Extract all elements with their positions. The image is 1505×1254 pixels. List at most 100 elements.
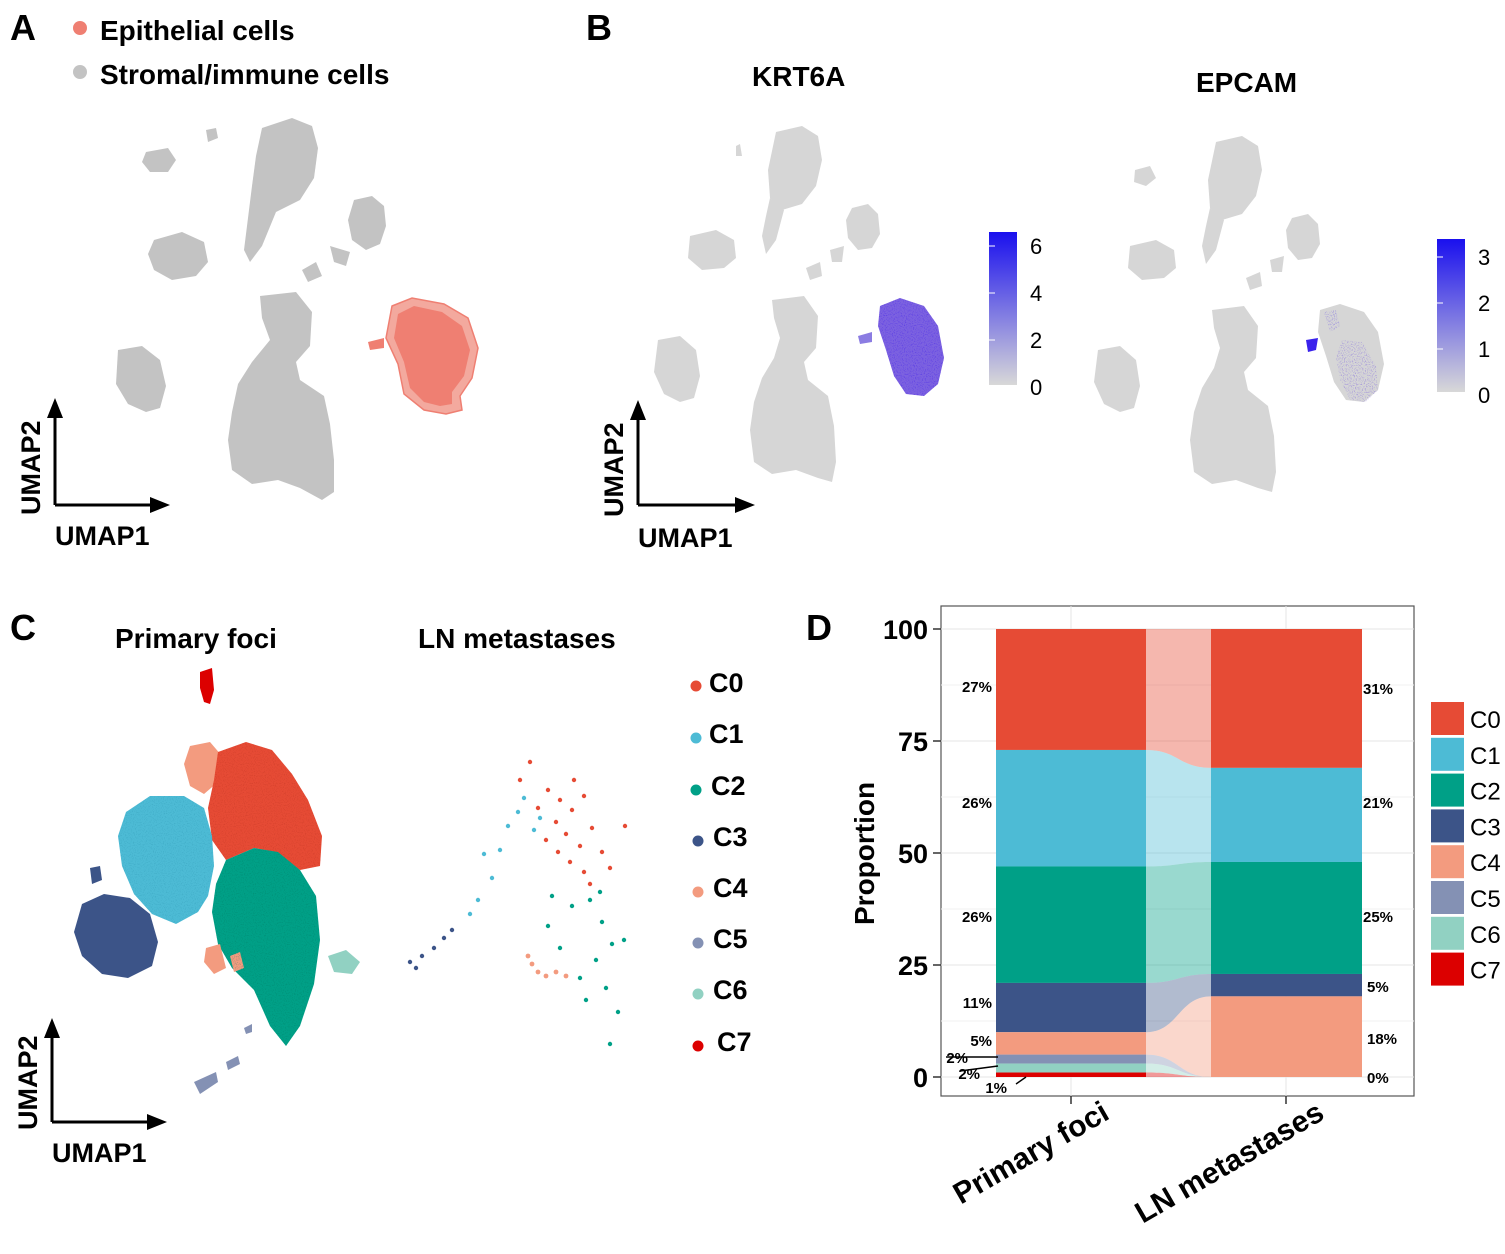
panel-b: B KRT6A EPCAM 6 4 2 (586, 7, 1490, 553)
panel-d: D 27% 31%26% 21%26% 25%11%5%5% 18%2%2%1%0% 0… (806, 605, 1501, 1230)
legend-c-label-c6: C6 (713, 975, 748, 1005)
legend-c-label-c3: C3 (713, 822, 748, 852)
bar-c4-primary (996, 1032, 1146, 1055)
subplot-title-krt6a: KRT6A (752, 61, 845, 92)
bar-c0-primary (996, 629, 1146, 750)
legend-d-label-c4: C4 (1470, 850, 1501, 877)
colorbar-krt6a-tick-4: 4 (1030, 281, 1042, 306)
legend-d-label-c6: C6 (1470, 922, 1501, 949)
ytick-label-50: 50 (898, 839, 928, 869)
legend-d-key-c1 (1431, 737, 1464, 771)
pct-label-primary-c7: 1% (985, 1080, 1007, 1097)
pct-label-ln-c4: 18% (1367, 1031, 1397, 1048)
plot-d-legend: C0 C1 C2 C3 C4 C5 C6 C7 (1431, 702, 1501, 986)
bar-c0-ln (1211, 629, 1362, 768)
bar-c3-primary (996, 982, 1146, 1033)
legend-d-label-c3: C3 (1470, 814, 1501, 841)
legend-c-label-c1: C1 (709, 719, 744, 749)
legend-d-key-c7 (1431, 952, 1464, 986)
legend-c-dot-c7 (692, 1040, 704, 1052)
legend-d-label-c0: C0 (1470, 707, 1501, 734)
ytick-label-75: 75 (898, 727, 928, 757)
panel-label-b: B (586, 7, 612, 48)
pct-label-ln-c2: 25% (1363, 909, 1393, 926)
plot-d-xaxis: Primary foci LN metastases (948, 1095, 1330, 1229)
xtick-label-ln: LN metastases (1130, 1095, 1330, 1229)
axis-a: UMAP1 UMAP2 (16, 398, 170, 551)
axis-c-xlabel: UMAP1 (52, 1138, 147, 1168)
pct-leader-line (959, 1065, 999, 1072)
pct-label-ln-c0: 31% (1363, 681, 1393, 698)
legend-dot-stromal (73, 65, 87, 79)
colorbar-krt6a-tick-0: 0 (1030, 375, 1042, 400)
axis-c: UMAP1 UMAP2 (13, 1018, 167, 1168)
bar-c5-primary (996, 1054, 1146, 1064)
alluvium-c0 (1146, 629, 1211, 768)
umap-a-stromal-clusters (116, 118, 386, 500)
umap-krt6a-expression (858, 298, 944, 396)
axis-b: UMAP1 UMAP2 (599, 400, 755, 553)
ytick-label-100: 100 (883, 615, 928, 645)
subplot-title-epcam: EPCAM (1196, 67, 1297, 98)
subplot-title-ln: LN metastases (418, 623, 616, 654)
alluvium-c1 (1146, 749, 1211, 867)
panel-label-d: D (806, 607, 832, 648)
legend-c: C0 C1 C2 C3 C4 C5 C6 C7 (690, 668, 752, 1057)
colorbar-krt6a-tick-6: 6 (1030, 234, 1042, 259)
bar-c2-primary (996, 866, 1146, 983)
legend-c-label-c4: C4 (713, 873, 748, 903)
bar-c6-primary (996, 1063, 1146, 1073)
pct-label-primary-c2: 26% (962, 909, 992, 926)
bar-c4-ln (1211, 996, 1362, 1077)
pct-label-ln-c3: 5% (1367, 979, 1389, 996)
axis-a-xlabel: UMAP1 (55, 521, 150, 551)
alluvium-c4 (1146, 996, 1211, 1077)
legend-c-dot-c1 (690, 732, 702, 744)
legend-c-label-c7: C7 (717, 1027, 752, 1057)
ytick-label-25: 25 (898, 951, 928, 981)
umap-epcam-grey (1094, 136, 1384, 492)
legend-d-label-c5: C5 (1470, 886, 1501, 913)
panel-label-a: A (10, 7, 36, 48)
legend-d-key-c3 (1431, 809, 1464, 843)
legend-d-key-c4 (1431, 845, 1464, 879)
colorbar-krt6a: 6 4 2 0 (989, 232, 1042, 400)
pct-label-primary-c1: 26% (962, 795, 992, 812)
legend-c-dot-c2 (690, 784, 702, 796)
legend-c-label-c5: C5 (713, 924, 748, 954)
plot-d-bars (996, 629, 1362, 1077)
colorbar-epcam-tick-3: 3 (1478, 245, 1490, 270)
ytick-label-0: 0 (913, 1063, 928, 1093)
colorbar-epcam-tick-1: 1 (1478, 337, 1490, 362)
umap-ln-points (407, 759, 628, 1047)
legend-c-dot-c3 (692, 835, 704, 847)
bar-c7-primary (996, 1072, 1146, 1077)
legend-c-dot-c6 (692, 988, 704, 1000)
pct-label-ln-c7: 0% (1367, 1070, 1389, 1087)
legend-dot-epithelial (73, 21, 87, 35)
axis-c-ylabel: UMAP2 (13, 1035, 43, 1130)
alluvium-c3 (1146, 973, 1211, 1033)
umap-krt6a-grey (654, 126, 880, 482)
alluvium-c7 (1146, 1072, 1211, 1077)
axis-b-xlabel: UMAP1 (638, 523, 733, 553)
panel-label-c: C (10, 607, 36, 648)
pct-label-primary-c4: 5% (970, 1033, 992, 1050)
pct-leader-line (1015, 1076, 1027, 1085)
legend-d-label-c7: C7 (1470, 958, 1501, 985)
pct-label-ln-c1: 21% (1363, 795, 1393, 812)
legend-c-dot-c5 (692, 937, 704, 949)
legend-c-label-c0: C0 (709, 668, 744, 698)
subplot-title-primary: Primary foci (115, 623, 277, 654)
umap-epcam-expression (1306, 310, 1378, 402)
pct-label-primary-c3: 11% (963, 995, 992, 1012)
legend-d-key-c5 (1431, 881, 1464, 914)
plot-d-alluvia (1146, 629, 1211, 1077)
alluvium-c2 (1146, 861, 1211, 983)
legend-label-epithelial: Epithelial cells (100, 15, 295, 46)
bar-c1-primary (996, 749, 1146, 867)
legend-d-label-c2: C2 (1470, 779, 1501, 806)
alluvium-c6 (1146, 1063, 1211, 1077)
legend-c-dot-c4 (692, 886, 704, 898)
